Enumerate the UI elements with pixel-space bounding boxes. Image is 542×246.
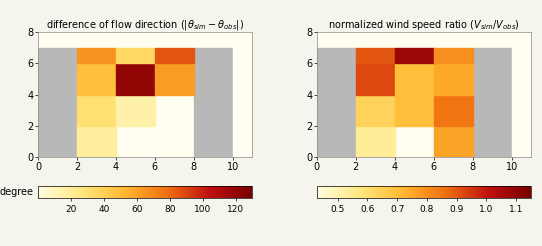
Bar — [38, 48, 77, 157]
Bar — [395, 95, 434, 126]
Bar — [356, 63, 395, 95]
Bar — [77, 48, 116, 63]
Title: normalized wind speed ratio ($V_{sim}/V_{obs}$): normalized wind speed ratio ($V_{sim}/V_… — [328, 18, 520, 32]
Bar — [395, 63, 434, 95]
Bar — [317, 48, 356, 157]
Bar — [77, 63, 116, 95]
Bar — [233, 32, 253, 157]
Bar — [155, 63, 194, 95]
Bar — [512, 32, 531, 157]
Bar — [434, 63, 473, 95]
Bar — [77, 126, 116, 157]
Bar — [155, 48, 194, 63]
Bar — [434, 126, 473, 157]
Bar — [356, 95, 395, 126]
Bar — [434, 95, 473, 126]
Bar — [194, 48, 233, 157]
Title: difference of flow direction ($|\theta_{sim}-\theta_{obs}|$): difference of flow direction ($|\theta_{… — [46, 18, 244, 32]
Bar — [116, 63, 155, 95]
Bar — [356, 126, 395, 157]
Bar — [116, 48, 155, 63]
Bar — [77, 95, 116, 126]
Bar — [116, 95, 155, 126]
Bar — [395, 48, 434, 63]
Bar — [356, 48, 395, 63]
Bar — [434, 48, 473, 63]
Bar — [473, 48, 512, 157]
